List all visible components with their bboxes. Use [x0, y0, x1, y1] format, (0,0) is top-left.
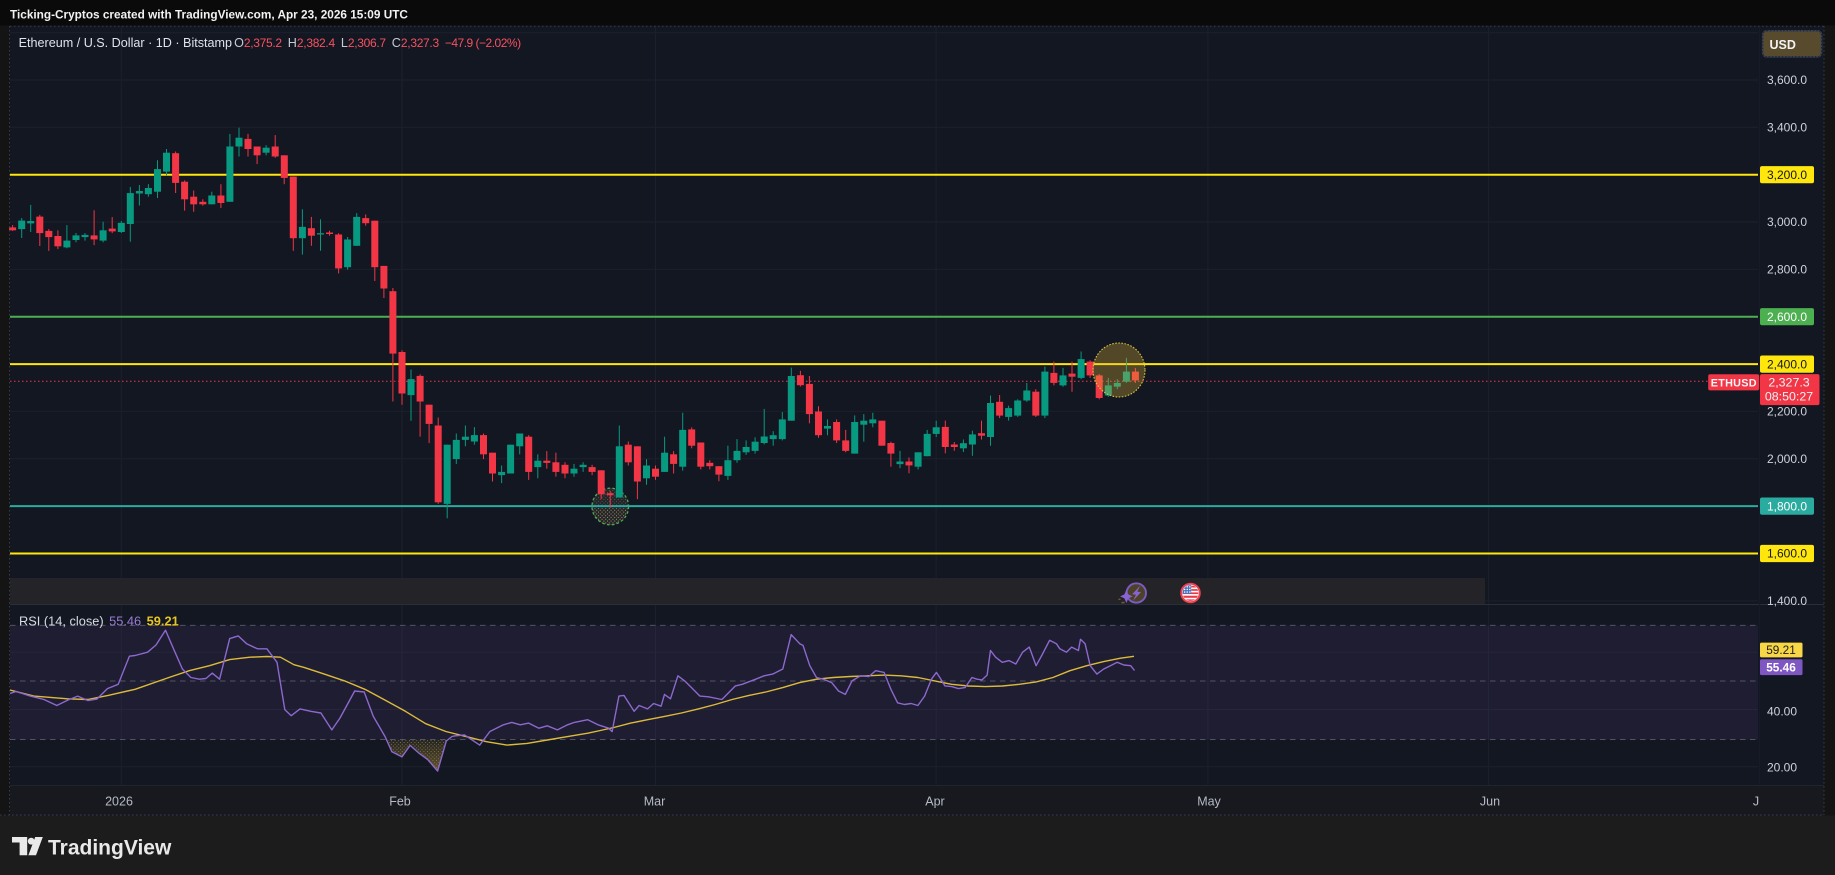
svg-text:2,800.0: 2,800.0: [1767, 263, 1807, 277]
svg-text:3,000.0: 3,000.0: [1767, 215, 1807, 229]
svg-text:USD: USD: [1769, 38, 1795, 52]
svg-text:2,327.3: 2,327.3: [1768, 375, 1809, 389]
svg-text:40.00: 40.00: [1767, 704, 1797, 718]
svg-text:2026: 2026: [105, 795, 133, 809]
svg-text:55.46: 55.46: [1766, 661, 1796, 675]
svg-text:Mar: Mar: [644, 795, 666, 809]
svg-text:2,600.0: 2,600.0: [1767, 310, 1807, 324]
svg-text:Apr: Apr: [925, 795, 944, 809]
svg-text:Feb: Feb: [389, 795, 411, 809]
svg-text:08:50:27: 08:50:27: [1765, 389, 1813, 403]
svg-text:20.00: 20.00: [1767, 760, 1797, 774]
svg-text:Jun: Jun: [1480, 795, 1500, 809]
svg-text:2,200.0: 2,200.0: [1767, 405, 1807, 419]
svg-text:1,400.0: 1,400.0: [1767, 594, 1807, 608]
svg-text:Ethereum / U.S. Dollar · 1D ·: Ethereum / U.S. Dollar · 1D · Bitstamp O2…: [19, 36, 521, 50]
svg-text:2,400.0: 2,400.0: [1767, 357, 1807, 371]
svg-text:ETHUSD: ETHUSD: [1711, 377, 1757, 389]
svg-text:3,200.0: 3,200.0: [1767, 168, 1807, 182]
svg-text:TradingView: TradingView: [48, 837, 172, 860]
svg-text:J: J: [1753, 795, 1759, 809]
svg-text:1,800.0: 1,800.0: [1767, 499, 1807, 513]
svg-text:2,000.0: 2,000.0: [1767, 452, 1807, 466]
svg-text:59.21: 59.21: [1766, 643, 1796, 657]
svg-text:3,600.0: 3,600.0: [1767, 73, 1807, 87]
svg-text:May: May: [1197, 795, 1221, 809]
svg-text:Ticking-Cryptos created with T: Ticking-Cryptos created with TradingView…: [10, 8, 408, 22]
svg-text:1,600.0: 1,600.0: [1767, 547, 1807, 561]
svg-text:3,400.0: 3,400.0: [1767, 121, 1807, 135]
